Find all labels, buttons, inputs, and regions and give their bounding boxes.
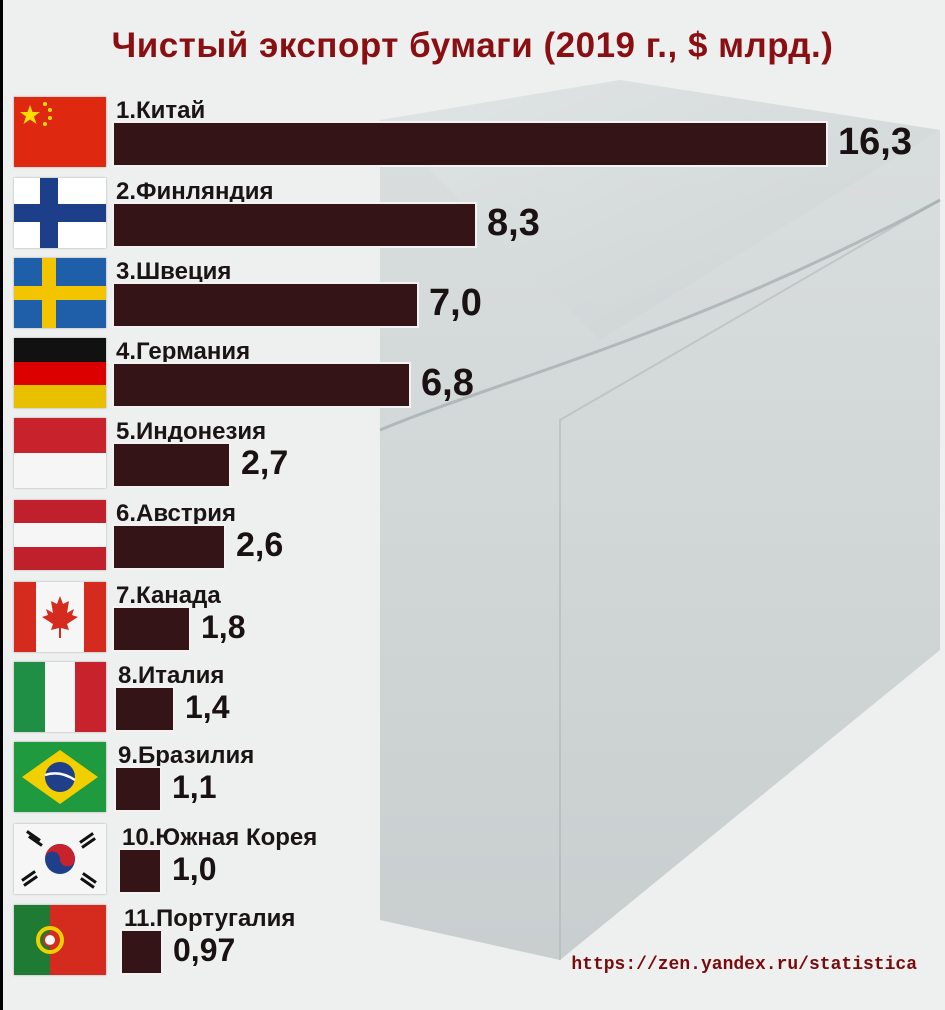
data-label: 2,6 (236, 526, 284, 564)
bar-row: 11.Португалия 0,97 (0, 905, 945, 983)
bar-row: 4.Германия 6,8 (0, 338, 945, 416)
data-label: 6,8 (421, 362, 474, 404)
data-label: 1,4 (185, 689, 230, 725)
source-link[interactable]: https://zen.yandex.ru/statistica (571, 955, 917, 975)
category-label: 5.Индонезия (116, 418, 267, 445)
bar-row: 10.Южная Корея 1,0 (0, 824, 945, 902)
indonesia-flag-icon (14, 418, 106, 488)
category-label: 11.Португалия (124, 905, 296, 932)
data-label: 8,3 (487, 202, 540, 244)
bar (112, 524, 226, 570)
category-label: 1.Китай (116, 97, 206, 124)
bar (114, 686, 175, 732)
brazil-flag-icon (14, 742, 106, 812)
category-label: 7.Канада (116, 582, 221, 609)
bar-row: 3.Швеция 7,0 (0, 258, 945, 336)
bar-row: 1.Китай 16,3 (0, 97, 945, 175)
china-flag-icon (14, 97, 106, 167)
bar-row: 9.Бразилия 1,1 (0, 742, 945, 820)
bar-row: 7.Канада 1,8 (0, 582, 945, 660)
category-label: 4.Германия (116, 338, 251, 365)
data-label: 2,7 (241, 444, 289, 482)
bar (114, 766, 162, 812)
bar (118, 848, 162, 894)
canada-flag-icon (14, 582, 106, 652)
data-label: 0,97 (173, 932, 236, 968)
category-label: 6.Австрия (116, 500, 237, 527)
data-label: 1,8 (201, 609, 246, 645)
bar (112, 202, 477, 248)
bar (112, 442, 231, 488)
south-korea-flag-icon (14, 824, 106, 894)
category-label: 3.Швеция (116, 258, 232, 285)
category-label: 8.Италия (118, 662, 225, 689)
data-label: 16,3 (838, 121, 912, 163)
bar-row: 8.Италия 1,4 (0, 662, 945, 740)
category-label: 10.Южная Корея (122, 824, 318, 851)
data-label: 1,1 (172, 769, 217, 805)
category-label: 2.Финляндия (116, 178, 274, 205)
category-label: 9.Бразилия (118, 742, 255, 769)
bar-row: 6.Австрия 2,6 (0, 500, 945, 578)
germany-flag-icon (14, 338, 106, 408)
bar (120, 929, 163, 975)
bar-row: 5.Индонезия 2,7 (0, 418, 945, 496)
italy-flag-icon (14, 662, 106, 732)
bar (112, 362, 411, 408)
finland-flag-icon (14, 178, 106, 248)
portugal-flag-icon (14, 905, 106, 975)
bar (112, 121, 828, 167)
sweden-flag-icon (14, 258, 106, 328)
data-label: 7,0 (429, 282, 482, 324)
bar (112, 606, 191, 652)
data-label: 1,0 (172, 851, 217, 887)
bar-row: 2.Финляндия 8,3 (0, 178, 945, 256)
chart-title: Чистый экспорт бумаги (2019 г., $ млрд.) (111, 26, 834, 65)
bar (112, 282, 419, 328)
austria-flag-icon (14, 500, 106, 570)
